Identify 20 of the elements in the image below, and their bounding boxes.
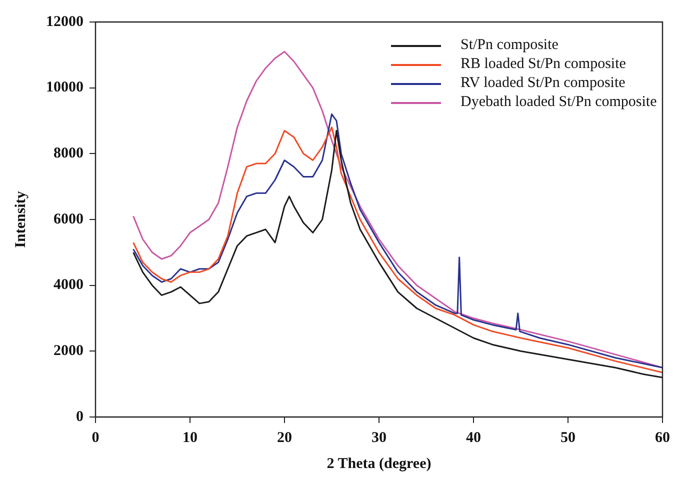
x-tick-label: 60 xyxy=(655,430,670,446)
legend-label: RV loaded St/Pn composite xyxy=(460,74,626,93)
y-tick-label: 2000 xyxy=(54,343,84,360)
y-tick-label: 8000 xyxy=(54,146,84,162)
y-axis-title: Intensity xyxy=(12,190,29,248)
legend-label: Dyebath loaded St/Pn composite xyxy=(460,93,657,112)
x-tick-label: 10 xyxy=(182,430,198,446)
legend-label: St/Pn composite xyxy=(460,36,558,55)
x-tick-label: 20 xyxy=(277,430,292,446)
x-tick-label: 30 xyxy=(372,430,386,446)
x-axis-title: 2 Theta (degree) xyxy=(326,456,432,472)
y-tick-label: 4000 xyxy=(54,277,84,294)
y-tick-label: 12000 xyxy=(46,14,84,30)
x-tick-label: 0 xyxy=(92,430,100,446)
x-tick-label: 40 xyxy=(466,430,481,446)
y-tick-label: 0 xyxy=(76,408,84,425)
y-tick-label: 6000 xyxy=(54,211,84,228)
x-tick-label: 50 xyxy=(560,430,576,446)
y-tick-label: 10000 xyxy=(46,80,84,96)
legend-label: RB loaded St/Pn composite xyxy=(460,55,626,74)
